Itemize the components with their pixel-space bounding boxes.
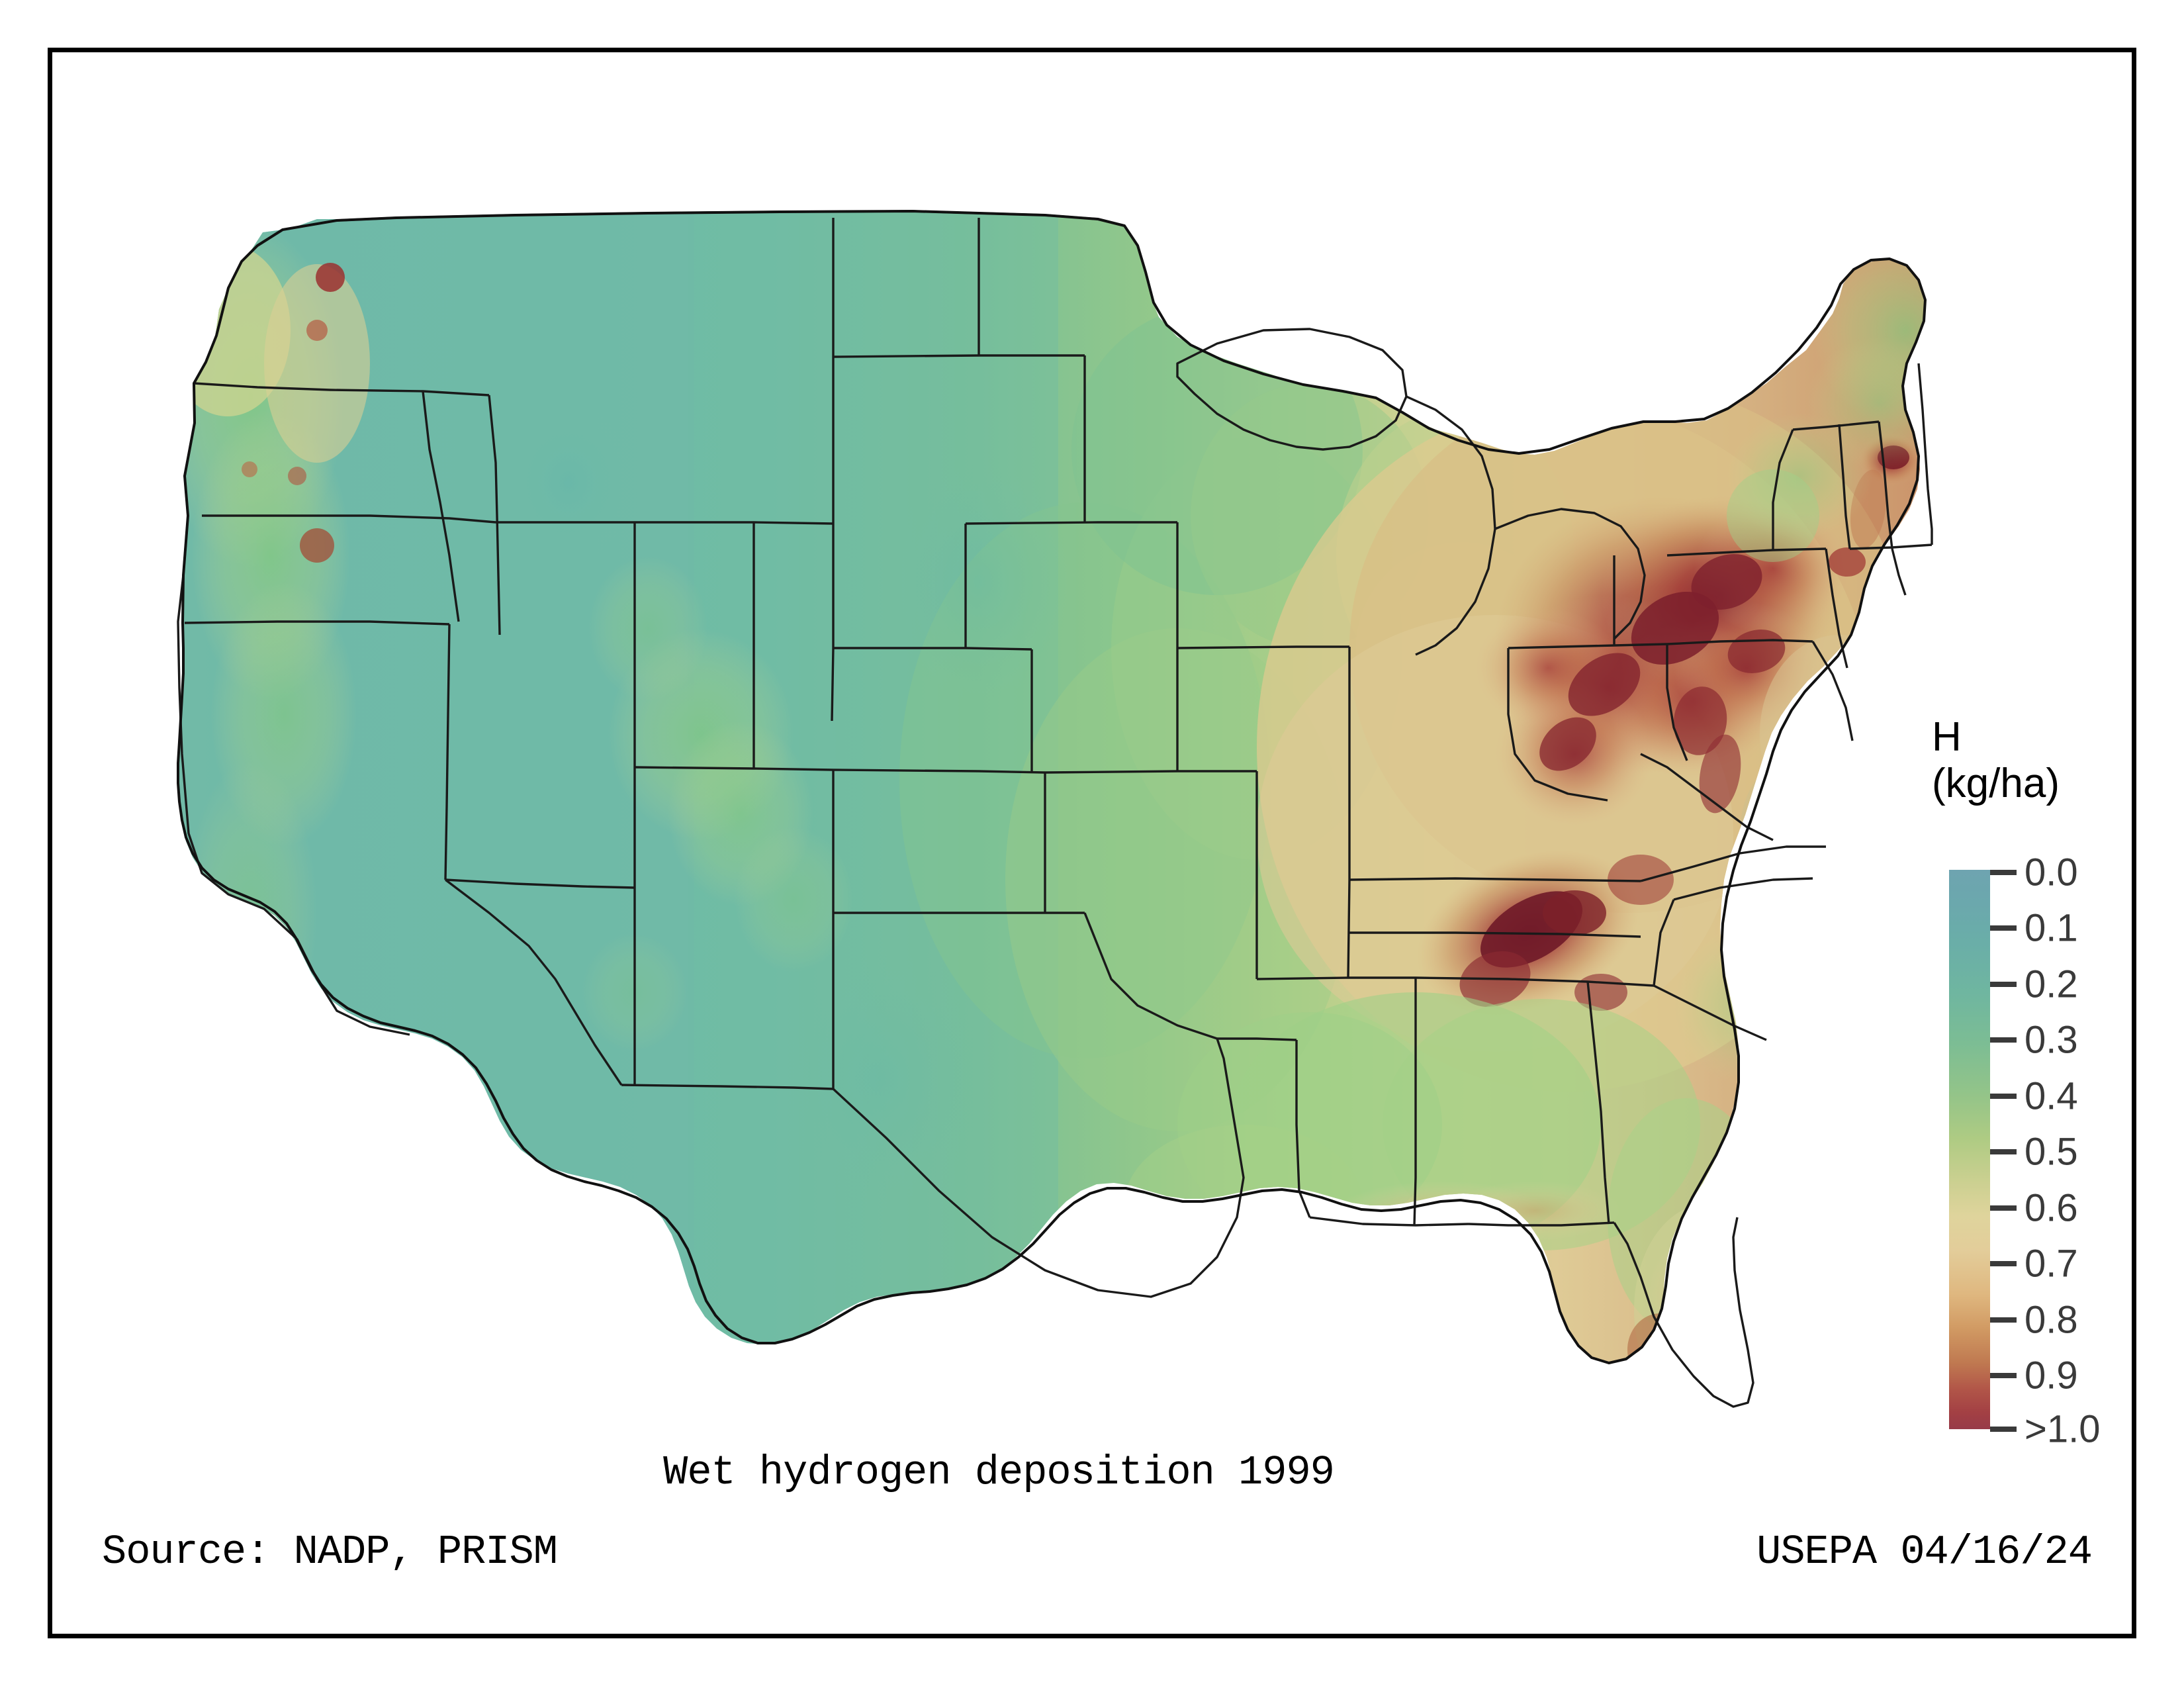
- colorbar-tick-label: 0.5: [2025, 1130, 2078, 1174]
- colorbar-tick: [1990, 1317, 2017, 1323]
- colorbar-tick: [1990, 925, 2017, 931]
- colorbar-tick-label: 0.1: [2025, 906, 2078, 950]
- colorbar-tick-label: 0.3: [2025, 1018, 2078, 1062]
- colorbar-tick: [1990, 1149, 2017, 1154]
- map-canvas[interactable]: [52, 52, 1945, 1456]
- figure-caption: Wet hydrogen deposition 1999: [663, 1449, 1335, 1496]
- colorbar-tick-label: 0.6: [2025, 1186, 2078, 1230]
- colorbar-tick: [1990, 1373, 2017, 1378]
- agency-credit: USEPA 04/16/24: [1756, 1528, 2093, 1575]
- colorbar-tick: [1990, 982, 2017, 987]
- colorbar-tick-label: 0.7: [2025, 1242, 2078, 1286]
- colorbar-tick-label: 0.4: [2025, 1074, 2078, 1118]
- colorbar-tick: [1990, 1205, 2017, 1211]
- state-boundaries: [177, 210, 1933, 1408]
- legend-title: H (kg/ha): [1932, 714, 2060, 806]
- colorbar-tick-label: 0.0: [2025, 851, 2078, 894]
- colorbar-tick-label: 0.8: [2025, 1298, 2078, 1342]
- colorbar-gradient: [1949, 870, 1990, 1429]
- source-note: Source: NADP, PRISM: [102, 1528, 558, 1575]
- deposition-choropleth-map[interactable]: [52, 52, 1945, 1456]
- colorbar-legend: H (kg/ha) 0.0 0.1 0.2 0.3 0.4 0.5 0.6 0.…: [1892, 714, 2144, 1462]
- colorbar-tick: [1990, 1261, 2017, 1266]
- colorbar-tick: [1990, 1094, 2017, 1099]
- colorbar-tick-label: 0.9: [2025, 1354, 2078, 1397]
- colorbar-tick: [1990, 870, 2017, 875]
- colorbar-tick-label: >1.0: [2025, 1407, 2101, 1451]
- colorbar-tick: [1990, 1037, 2017, 1043]
- colorbar-tick-label: 0.2: [2025, 962, 2078, 1006]
- colorbar-tick: [1990, 1427, 2017, 1432]
- figure-frame: H (kg/ha) 0.0 0.1 0.2 0.3 0.4 0.5 0.6 0.…: [48, 48, 2136, 1638]
- coastline-outline: [177, 210, 1927, 1364]
